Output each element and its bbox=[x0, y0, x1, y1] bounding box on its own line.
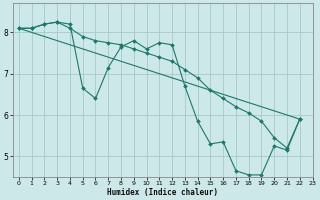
X-axis label: Humidex (Indice chaleur): Humidex (Indice chaleur) bbox=[107, 188, 218, 197]
